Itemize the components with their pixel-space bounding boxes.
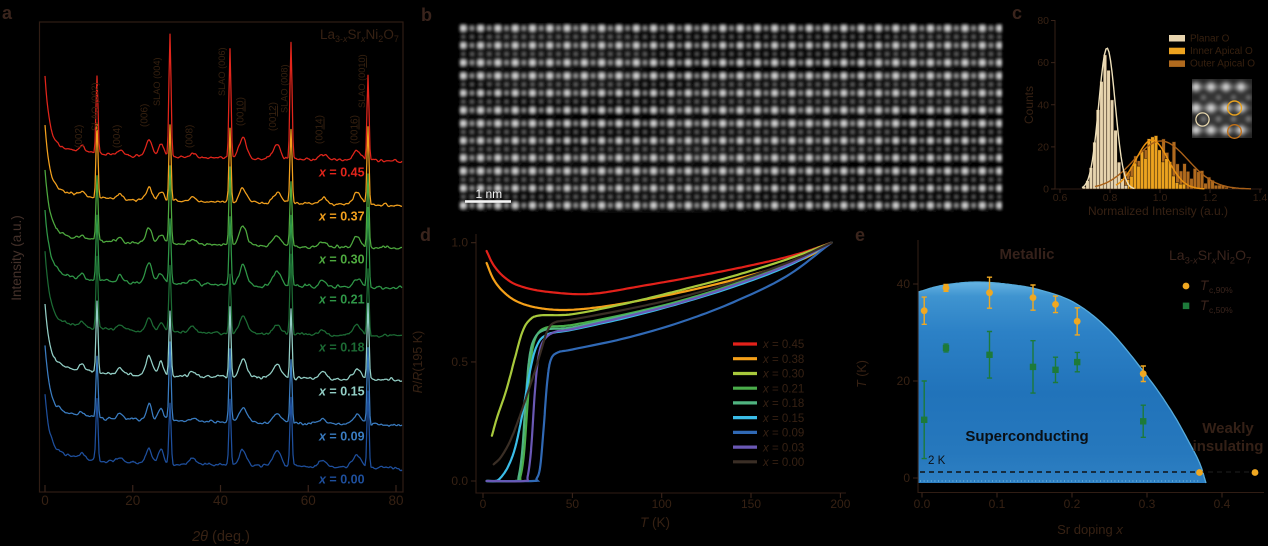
svg-text:Counts: Counts [1022,86,1036,124]
svg-text:50: 50 [566,497,580,511]
svg-text:T: T [1200,278,1210,293]
svg-text:1.0: 1.0 [1153,192,1168,204]
svg-text:0.8: 0.8 [1103,192,1118,204]
svg-text:x = 0.00: x = 0.00 [762,457,804,469]
svg-text:x = 0.45: x = 0.45 [318,166,365,180]
svg-text:20: 20 [897,374,911,388]
svg-text:T (K): T (K) [640,515,670,530]
svg-text:Intensity (a.u.): Intensity (a.u.) [9,215,24,301]
svg-text:Planar O: Planar O [1190,33,1230,44]
svg-text:x = 0.18: x = 0.18 [318,341,365,355]
svg-text:0.2: 0.2 [1064,497,1081,511]
svg-text:20: 20 [1037,141,1049,153]
svg-text:d: d [420,225,431,245]
svg-text:x = 0.45: x = 0.45 [762,339,804,351]
svg-text:(0010): (0010) [236,97,247,126]
svg-text:La3-xSrxNi2O7: La3-xSrxNi2O7 [320,27,399,44]
svg-text:Metallic: Metallic [999,246,1054,263]
svg-text:c: c [1012,3,1022,23]
svg-text:x = 0.30: x = 0.30 [318,253,365,267]
svg-text:Inner Apical O: Inner Apical O [1190,46,1253,57]
svg-text:(004): (004) [112,125,123,148]
svg-text:x = 0.09: x = 0.09 [318,430,365,444]
svg-text:SLAO (004): SLAO (004) [152,57,162,106]
svg-text:c,90%: c,90% [1209,285,1233,295]
svg-text:40: 40 [213,493,228,508]
svg-text:x = 0.15: x = 0.15 [762,413,804,425]
svg-text:Outer Apical O: Outer Apical O [1190,59,1255,70]
svg-text:(008): (008) [185,125,196,148]
svg-text:0: 0 [41,493,49,508]
svg-text:40: 40 [897,277,911,291]
svg-text:0: 0 [903,471,910,485]
svg-text:200: 200 [830,497,850,511]
svg-text:x = 0.00: x = 0.00 [318,473,365,487]
svg-text:0.4: 0.4 [1214,497,1231,511]
svg-text:x = 0.15: x = 0.15 [318,385,365,399]
svg-text:0.3: 0.3 [1139,497,1156,511]
svg-text:100: 100 [652,497,672,511]
svg-text:0.5: 0.5 [451,355,468,369]
svg-text:0.1: 0.1 [989,497,1006,511]
svg-text:T (K): T (K) [855,360,869,388]
svg-text:0.6: 0.6 [1053,192,1068,204]
svg-text:Superconducting: Superconducting [965,428,1088,445]
svg-text:1 nm: 1 nm [476,187,503,201]
svg-text:x = 0.18: x = 0.18 [762,398,804,410]
svg-text:R/R(195 K): R/R(195 K) [411,331,425,394]
svg-text:1.4: 1.4 [1253,192,1268,204]
svg-text:SLAO (006): SLAO (006) [217,47,227,96]
svg-text:x = 0.21: x = 0.21 [762,383,804,395]
svg-text:0: 0 [1043,184,1049,196]
svg-text:2θ (deg.): 2θ (deg.) [191,529,250,545]
svg-text:1.0: 1.0 [451,236,468,250]
svg-text:(0014): (0014) [315,115,326,144]
svg-text:80: 80 [388,493,403,508]
svg-text:x = 0.09: x = 0.09 [762,428,804,440]
svg-text:T: T [1200,298,1210,313]
svg-text:Sr doping x: Sr doping x [1057,522,1123,537]
svg-text:40: 40 [1037,99,1049,111]
svg-text:x = 0.30: x = 0.30 [762,369,804,381]
svg-text:1.2: 1.2 [1203,192,1218,204]
svg-text:b: b [421,5,432,25]
svg-text:0.0: 0.0 [914,497,931,511]
svg-text:20: 20 [125,493,140,508]
svg-text:x = 0.03: x = 0.03 [762,442,804,454]
svg-text:80: 80 [1037,15,1049,27]
svg-text:x = 0.37: x = 0.37 [318,210,365,224]
svg-text:x = 0.21: x = 0.21 [318,293,365,307]
svg-text:60: 60 [301,493,316,508]
svg-text:60: 60 [1037,57,1049,69]
svg-text:(002): (002) [74,125,85,148]
svg-text:Weakly: Weakly [1202,420,1254,437]
svg-text:SLAO (002): SLAO (002) [90,82,100,131]
svg-text:(0012): (0012) [268,102,279,131]
svg-text:(006): (006) [140,104,151,127]
svg-text:c,50%: c,50% [1209,305,1233,315]
svg-text:insulating: insulating [1193,438,1264,455]
svg-text:0.0: 0.0 [451,474,468,488]
svg-text:SLAO (008): SLAO (008) [280,64,290,113]
svg-text:x = 0.38: x = 0.38 [762,354,804,366]
svg-text:(0016): (0016) [350,115,361,144]
svg-text:a: a [2,3,13,23]
svg-text:Normalized Intensity (a.u.): Normalized Intensity (a.u.) [1088,204,1228,218]
svg-text:0: 0 [480,497,487,511]
svg-text:150: 150 [741,497,761,511]
svg-text:2 K: 2 K [928,455,946,467]
svg-text:SLAO (0010): SLAO (0010) [357,54,367,108]
svg-text:e: e [855,225,865,245]
